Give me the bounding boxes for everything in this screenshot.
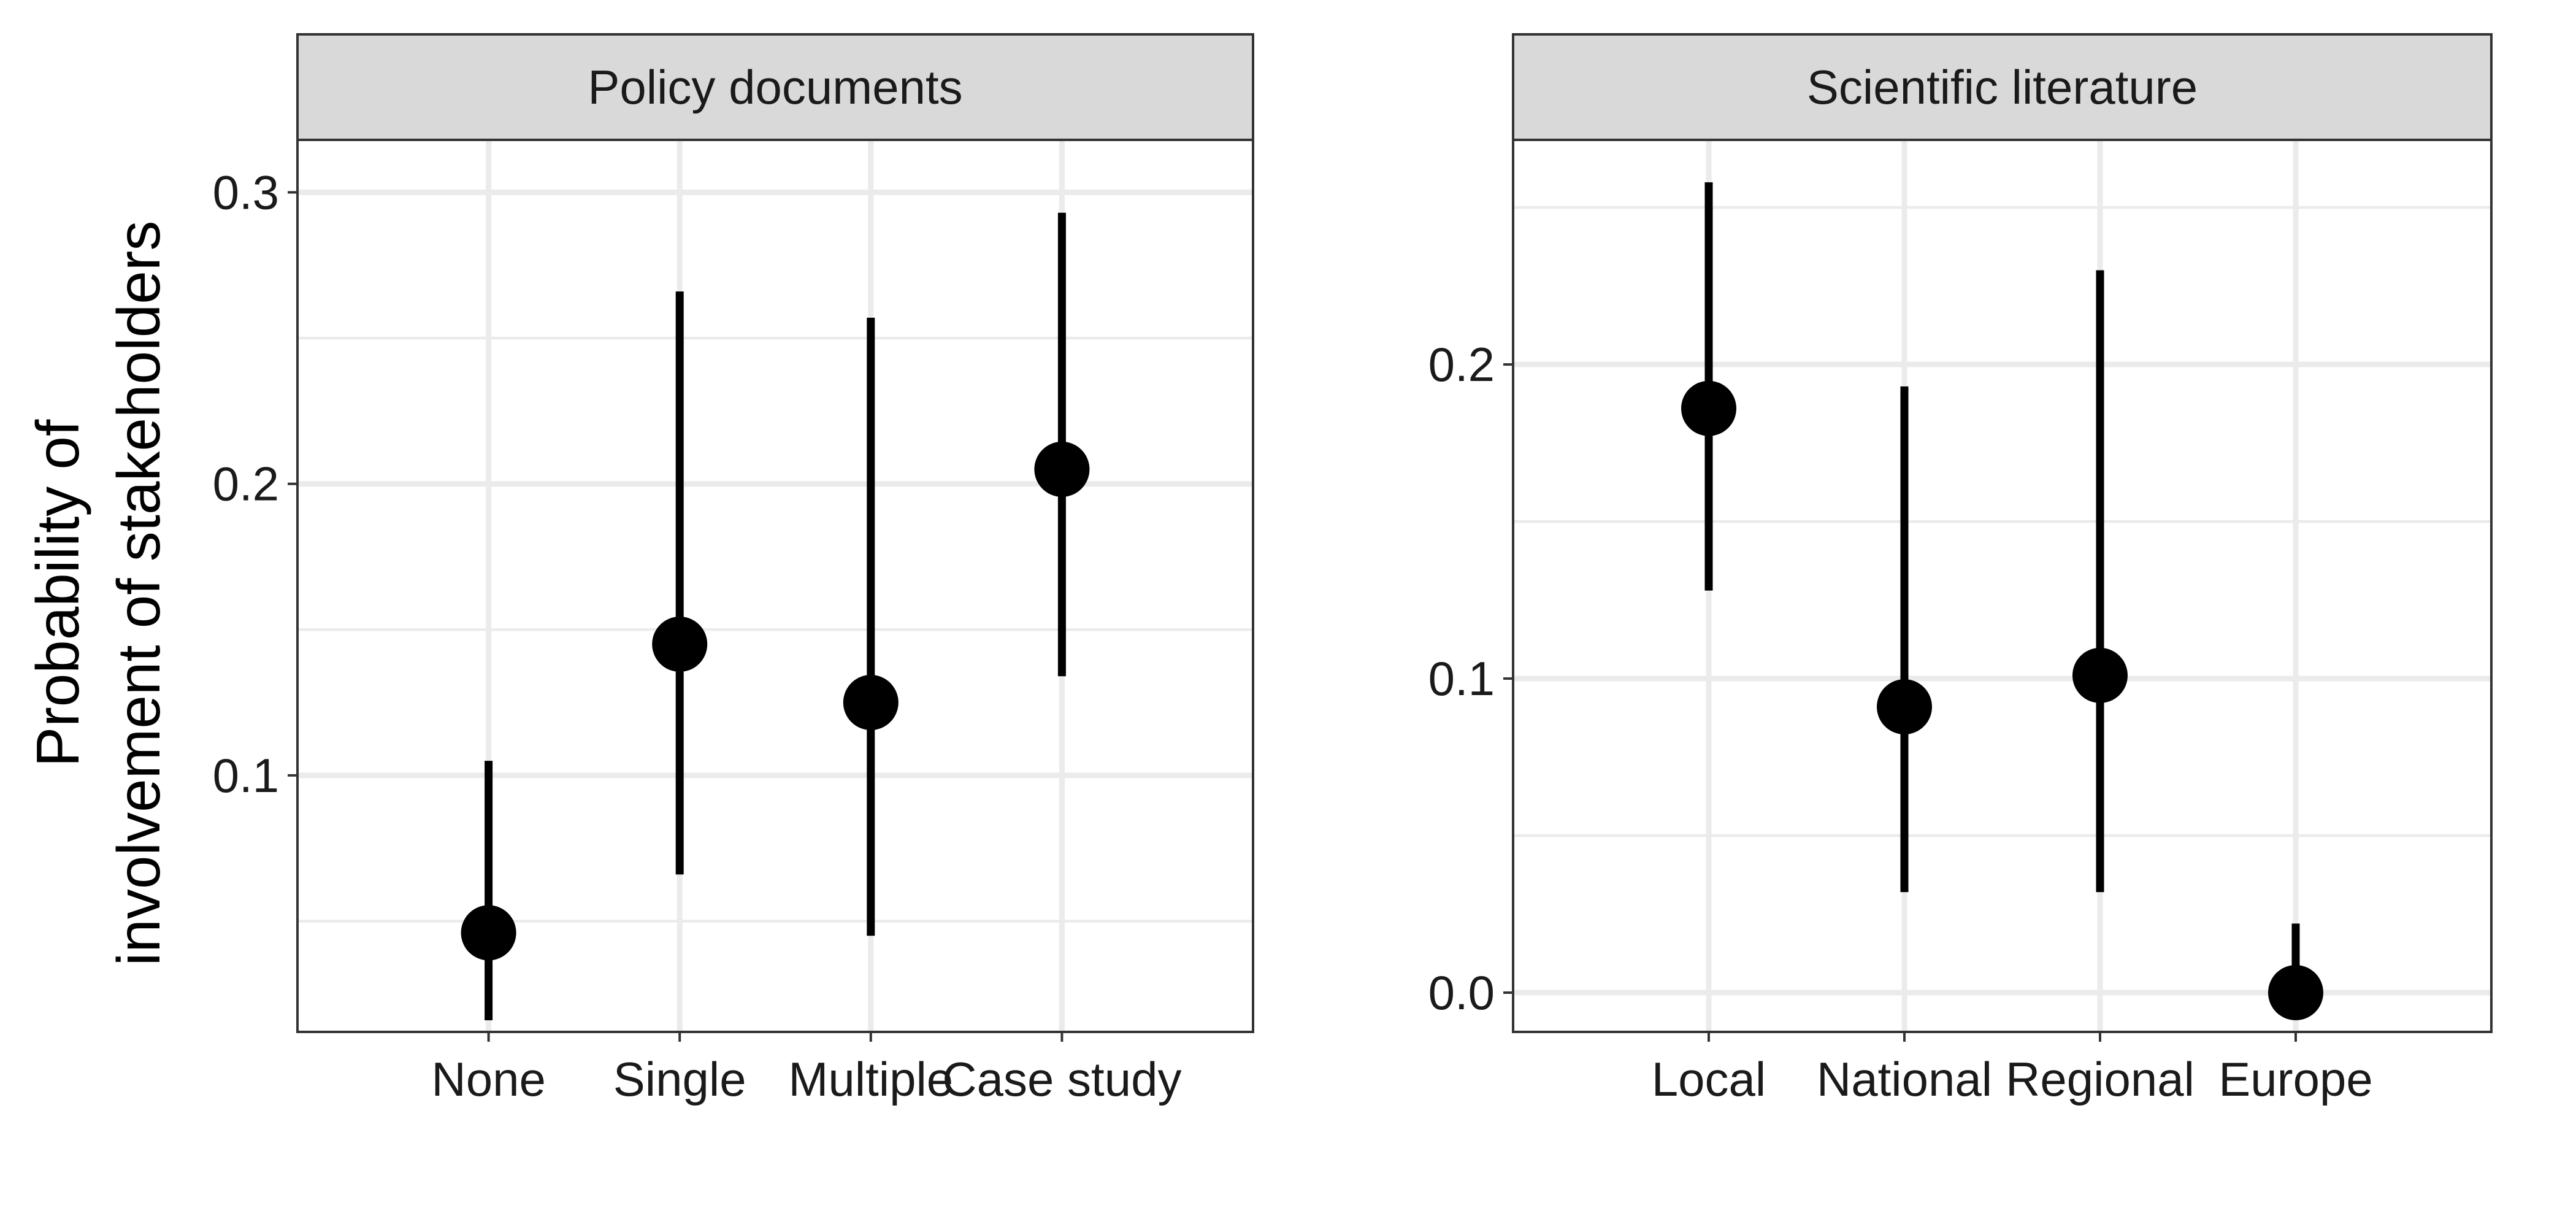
x-tick-label-case-study: Case study — [942, 1052, 1181, 1106]
point-multiple — [843, 675, 899, 731]
y-tick-label: 0.2 — [1428, 337, 1495, 391]
point-national — [1877, 679, 1932, 735]
facet-strip — [296, 33, 1254, 141]
y-tick-label: 0.3 — [213, 166, 279, 220]
y-axis-title-line-2: involvement of stakeholders — [105, 221, 172, 966]
x-tick-label-regional: Regional — [2006, 1052, 2195, 1106]
y-tick-label: 0.1 — [1428, 652, 1495, 706]
y-tick-label: 0.2 — [213, 457, 279, 511]
point-europe — [2268, 965, 2323, 1021]
panel-background — [297, 140, 1253, 1032]
y-tick-label: 0.0 — [1428, 966, 1495, 1020]
y-axis-title: Probability of involvement of stakeholde… — [24, 221, 172, 966]
y-axis-title-line-1: Probability of — [24, 419, 91, 767]
x-tick-label-national: National — [1817, 1052, 1992, 1106]
point-none — [461, 905, 516, 961]
facet-strip-label: Scientific literature — [1807, 60, 2198, 114]
x-tick-label-single: Single — [613, 1052, 746, 1106]
point-local — [1681, 380, 1736, 436]
x-tick-label-multiple: Multiple — [788, 1052, 953, 1106]
x-tick-label-none: None — [431, 1052, 545, 1106]
panel-scientific-literature: Scientific literature 0.0 0.1 0.2 Local Natio… — [1428, 33, 2493, 1106]
facet-strip-label: Policy documents — [588, 60, 962, 114]
point-regional — [2072, 647, 2128, 703]
panel-policy-documents: Policy documents 0.1 0.2 0.3 None Single Multi… — [213, 33, 1254, 1106]
x-tick-label-europe: Europe — [2218, 1052, 2373, 1106]
y-tick-label: 0.1 — [213, 748, 279, 802]
x-tick-label-local: Local — [1652, 1052, 1766, 1106]
panel-background — [1513, 140, 2491, 1032]
point-case-study — [1034, 441, 1090, 497]
facet-strip — [1512, 33, 2493, 141]
point-single — [652, 617, 708, 672]
